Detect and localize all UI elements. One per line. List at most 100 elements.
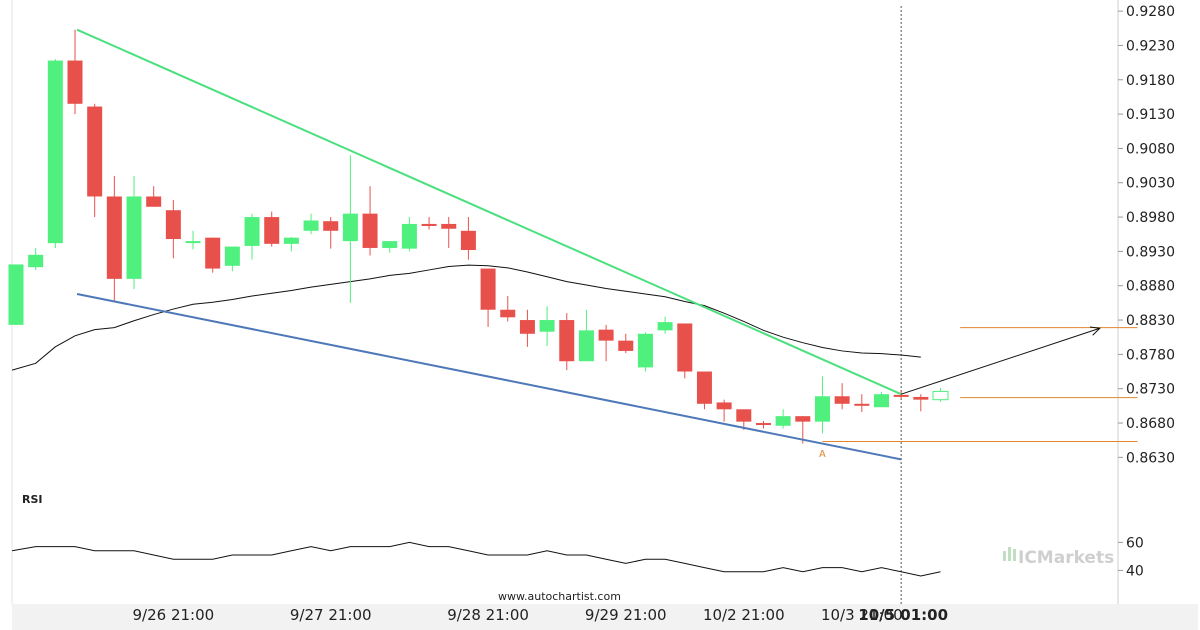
- candle-body: [323, 221, 339, 231]
- candle: [8, 264, 24, 325]
- time-tick-label: 10/2 21:00: [703, 606, 785, 624]
- rsi-label: RSI: [22, 493, 43, 506]
- rsi-tick-label: 40: [1126, 563, 1144, 579]
- candle: [696, 371, 712, 410]
- resistance-trendline: [76, 28, 902, 396]
- price-axis: 0.9280 0.9230 0.9180 0.9130 0.9080 0.9030 0.89…: [11, 0, 1175, 605]
- candle-body: [795, 416, 811, 422]
- candle: [578, 309, 594, 362]
- projection-arrow-head: [1089, 326, 1101, 336]
- candle-body: [637, 333, 653, 368]
- candle: [441, 217, 457, 248]
- price-tick-label: 0.8630: [1126, 450, 1175, 466]
- price-tick-label: 0.9230: [1126, 38, 1175, 54]
- candle-body: [814, 396, 830, 422]
- time-axis-band: [12, 604, 1198, 630]
- rsi-line: [11, 541, 941, 577]
- candle: [283, 236, 299, 252]
- candle-body: [87, 106, 103, 197]
- candle-body: [519, 320, 535, 334]
- candle-body: [500, 309, 516, 318]
- candle: [932, 388, 949, 402]
- candle-body: [8, 264, 24, 325]
- price-tick-label: 0.8830: [1126, 313, 1175, 329]
- rsi-tick-label: 60: [1126, 535, 1144, 551]
- candle-body: [264, 217, 280, 244]
- candle: [421, 217, 437, 230]
- candle-body: [736, 409, 752, 422]
- candle-body: [598, 329, 614, 341]
- candle-body: [913, 396, 929, 400]
- candle: [677, 323, 693, 379]
- candle: [539, 306, 555, 347]
- candle-body: [205, 237, 221, 269]
- candle-body: [303, 220, 319, 231]
- candle: [244, 213, 260, 260]
- candle-body: [421, 223, 437, 226]
- candle: [185, 230, 201, 250]
- candle: [382, 241, 398, 253]
- candle: [480, 268, 496, 327]
- candle-body: [185, 241, 201, 244]
- candle: [106, 175, 122, 301]
- candle: [893, 390, 909, 399]
- candle: [323, 217, 339, 249]
- candle-body: [460, 230, 476, 251]
- candle: [146, 186, 162, 207]
- price-tick-label: 0.8680: [1126, 416, 1175, 432]
- candle: [47, 59, 63, 248]
- candle: [460, 217, 476, 260]
- candle-body: [146, 196, 162, 207]
- price-tick-label: 0.8780: [1126, 347, 1175, 363]
- footer-url: www.autochartist.com: [498, 590, 621, 603]
- candle-body: [559, 320, 575, 362]
- candle: [87, 103, 103, 218]
- candle-body: [47, 60, 63, 244]
- candle-body: [28, 254, 44, 268]
- candle-body: [401, 223, 417, 249]
- candle: [342, 155, 358, 303]
- candle: [834, 383, 850, 410]
- candle: [559, 313, 575, 371]
- candle: [854, 394, 870, 413]
- candle-body: [441, 223, 457, 229]
- support-trendline: [76, 292, 902, 461]
- icmarkets-watermark: ICMarkets: [1003, 547, 1114, 568]
- price-tick-label: 0.9080: [1126, 141, 1175, 157]
- candle: [303, 213, 319, 235]
- candle: [401, 217, 417, 252]
- candle-body: [67, 60, 83, 104]
- candle-body: [932, 390, 949, 401]
- candle: [814, 376, 830, 434]
- candle: [657, 316, 673, 334]
- candle: [736, 409, 752, 430]
- time-tick-label: 9/28 21:00: [447, 606, 529, 624]
- time-tick-label: 9/26 21:00: [133, 606, 215, 624]
- candle: [500, 296, 516, 322]
- price-tick-label: 0.8730: [1126, 382, 1175, 398]
- candle-body: [224, 246, 240, 266]
- rsi-panel: [11, 541, 941, 577]
- candle: [913, 394, 929, 412]
- candle-body: [165, 210, 181, 240]
- candle-body: [893, 394, 909, 397]
- candle: [775, 409, 791, 429]
- candle-body: [775, 416, 791, 426]
- candle-body: [677, 323, 693, 372]
- candle: [637, 332, 653, 372]
- price-tick-label: 0.8880: [1126, 279, 1175, 295]
- price-tick-label: 0.9280: [1126, 4, 1175, 20]
- candle: [205, 237, 221, 273]
- candle-body: [854, 403, 870, 406]
- candle-body: [657, 322, 673, 331]
- moving-average-line: [11, 264, 921, 371]
- candle-body: [578, 330, 594, 362]
- candle-body: [873, 394, 889, 408]
- candle: [165, 199, 181, 259]
- watermark-text: ICMarkets: [1018, 548, 1114, 568]
- candle: [755, 420, 771, 429]
- projection-arrow-line: [900, 327, 1101, 395]
- candle: [264, 211, 280, 247]
- rsi-axis: 60 40: [1118, 535, 1144, 579]
